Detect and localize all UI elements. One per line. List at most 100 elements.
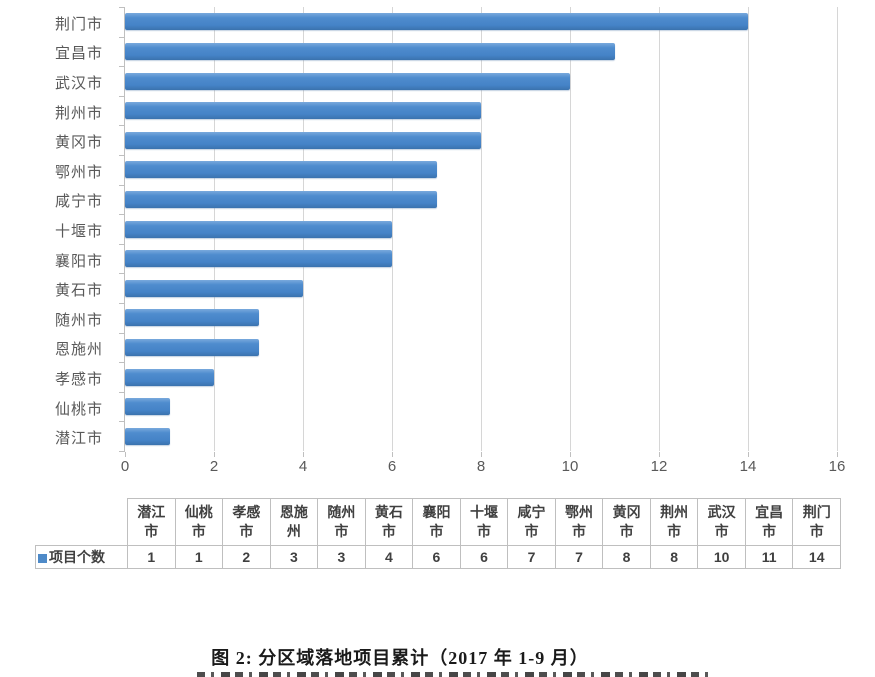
x-axis-tick-label: 4 bbox=[298, 458, 308, 475]
y-axis-tick bbox=[119, 214, 124, 216]
bar-随州市 bbox=[125, 309, 259, 327]
y-axis-line bbox=[124, 7, 125, 452]
y-axis-label: 潜江市 bbox=[54, 430, 103, 448]
y-axis-label: 孝感市 bbox=[54, 371, 103, 388]
table-col-header: 荆州市 bbox=[649, 498, 699, 546]
y-axis-label: 恩施州 bbox=[54, 341, 103, 359]
x-axis-tick bbox=[747, 452, 749, 457]
y-axis-labels: 荆门市 宜昌市 武汉市 荆州市 黄冈市 鄂州市 咸宁市 十堰市 襄阳市 黄石市 随州市 恩施州 孝感市仙… bbox=[0, 7, 113, 451]
y-axis-label: 仙桃市 bbox=[54, 400, 103, 418]
bar-恩施州 bbox=[125, 338, 259, 356]
bar-襄阳市 bbox=[125, 250, 392, 268]
table-value-cell: 6 bbox=[459, 545, 509, 569]
x-axis-tick bbox=[391, 452, 393, 457]
x-axis-tick bbox=[213, 452, 215, 457]
bar-宜昌市 bbox=[125, 42, 615, 60]
table-col-header: 仙桃市 bbox=[174, 498, 224, 546]
y-axis-tick bbox=[119, 184, 124, 186]
cropped-next-line-fragment bbox=[197, 672, 709, 677]
y-axis-label: 荆州市 bbox=[54, 104, 103, 122]
table-value-cell: 6 bbox=[412, 545, 461, 569]
table-col-header: 咸宁市 bbox=[507, 498, 556, 546]
table-col-header: 武汉市 bbox=[697, 498, 746, 546]
data-table: 潜江市 仙桃市 孝感市 恩施州 随州市 黄石市 襄阳市 十堰市 咸宁市 鄂州市 黄冈市 荆州市 武汉市宜… bbox=[35, 498, 841, 569]
table-col-header: 宜昌市 bbox=[744, 498, 794, 546]
bar-咸宁市 bbox=[125, 190, 437, 208]
table-value-cell: 1 bbox=[127, 545, 176, 569]
y-axis-tick bbox=[119, 451, 124, 452]
y-axis-tick bbox=[119, 36, 124, 38]
bar-十堰市 bbox=[125, 220, 392, 238]
gridline bbox=[480, 7, 482, 451]
table-value-cell: 7 bbox=[507, 545, 556, 569]
table-col-header: 黄石市 bbox=[364, 498, 414, 546]
gridline bbox=[391, 7, 393, 451]
y-axis-label: 襄阳市 bbox=[54, 252, 103, 270]
table-value-cell: 3 bbox=[317, 545, 366, 569]
y-axis-label: 鄂州市 bbox=[54, 163, 103, 181]
table-col-header: 恩施州 bbox=[269, 498, 319, 546]
bar-孝感市 bbox=[125, 368, 214, 386]
y-axis-label: 咸宁市 bbox=[54, 193, 103, 211]
bar-黄冈市 bbox=[125, 131, 481, 149]
table-row-label: 项目个数 bbox=[35, 545, 128, 569]
bar-黄石市 bbox=[125, 279, 303, 297]
bar-荆门市 bbox=[125, 13, 748, 31]
y-axis-label: 黄石市 bbox=[54, 282, 103, 300]
table-col-header: 鄂州市 bbox=[554, 498, 604, 546]
x-axis-tick-label: 0 bbox=[120, 458, 130, 475]
bar-鄂州市 bbox=[125, 161, 437, 179]
y-axis-tick bbox=[119, 362, 124, 364]
table-col-header: 随州市 bbox=[317, 498, 366, 546]
y-axis-label: 黄冈市 bbox=[54, 134, 103, 152]
y-axis-tick bbox=[119, 303, 124, 304]
table-col-header: 孝感市 bbox=[222, 498, 271, 546]
table-col-header: 黄冈市 bbox=[602, 498, 651, 546]
y-axis-label: 武汉市 bbox=[54, 75, 103, 92]
table-value-cell: 8 bbox=[602, 545, 651, 569]
x-axis-tick bbox=[480, 452, 482, 457]
bar-仙桃市 bbox=[125, 398, 170, 416]
y-axis-tick bbox=[119, 125, 124, 127]
legend-marker-icon bbox=[38, 554, 47, 563]
gridline bbox=[569, 7, 571, 451]
x-axis-tick-label: 2 bbox=[209, 458, 219, 475]
table-value-cell: 11 bbox=[744, 545, 794, 569]
table-corner-cell bbox=[35, 498, 128, 546]
plot-area bbox=[125, 7, 838, 451]
x-axis-tick bbox=[658, 452, 660, 457]
bar-武汉市 bbox=[125, 72, 570, 90]
table-value-cell: 1 bbox=[174, 545, 224, 569]
table-value-cell: 7 bbox=[554, 545, 604, 569]
y-axis-tick bbox=[119, 391, 124, 393]
y-axis-tick bbox=[119, 7, 124, 8]
table-value-cell: 2 bbox=[222, 545, 271, 569]
gridline bbox=[747, 7, 749, 451]
table-value-cell: 4 bbox=[364, 545, 414, 569]
bar-潜江市 bbox=[125, 427, 170, 445]
y-axis-tick bbox=[119, 273, 124, 275]
y-axis-tick bbox=[119, 332, 124, 334]
table-value-cell: 8 bbox=[649, 545, 699, 569]
x-axis-tick bbox=[124, 452, 126, 457]
x-axis-tick bbox=[569, 452, 571, 457]
table-col-header: 潜江市 bbox=[127, 498, 176, 546]
table-value-cell: 14 bbox=[792, 545, 841, 569]
y-axis-tick bbox=[119, 243, 124, 245]
y-axis-label: 随州市 bbox=[54, 311, 103, 329]
y-axis-label: 十堰市 bbox=[54, 223, 103, 240]
bar-荆州市 bbox=[125, 102, 481, 120]
x-axis-tick-label: 12 bbox=[650, 458, 668, 475]
gridline bbox=[658, 7, 660, 451]
y-axis-tick bbox=[119, 421, 124, 423]
x-axis-tick-label: 14 bbox=[739, 458, 757, 475]
x-axis-tick-label: 6 bbox=[387, 458, 397, 475]
gridline bbox=[836, 7, 838, 451]
table-value-cell: 3 bbox=[269, 545, 319, 569]
table-value-cell: 10 bbox=[697, 545, 746, 569]
table-col-header: 十堰市 bbox=[459, 498, 509, 546]
x-axis-tick bbox=[302, 452, 304, 457]
y-axis-tick bbox=[119, 155, 124, 156]
x-axis-tick-label: 8 bbox=[476, 458, 486, 475]
figure-caption: 图 2: 分区域落地项目累计（2017 年 1-9 月） bbox=[211, 648, 589, 668]
